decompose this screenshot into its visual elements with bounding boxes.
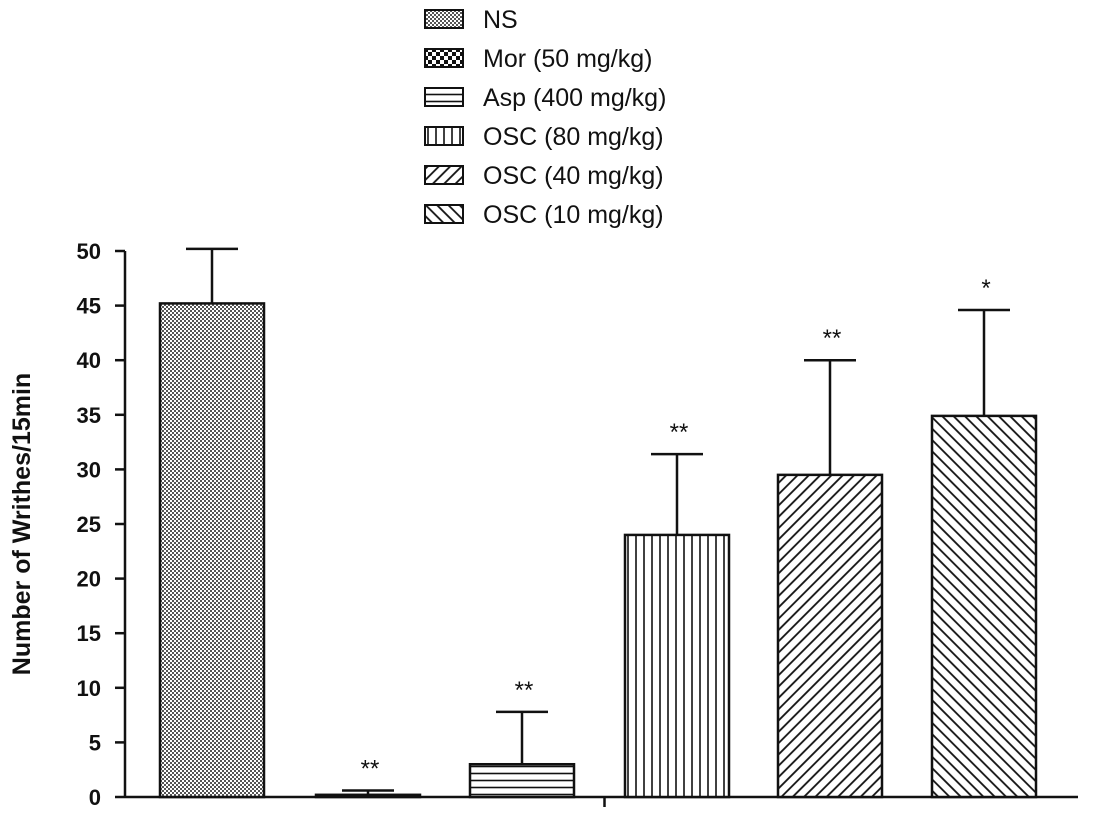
y-axis: 0 5 10 15 20 25 30 35 40 45 50: [77, 239, 127, 810]
bars: [158, 302, 1038, 799]
significance-markers: *********: [361, 275, 991, 782]
y-tick-label: 20: [77, 567, 101, 592]
legend: NS Mor (50 mg/kg) Asp (400 mg/kg) OSC (80 m…: [424, 6, 666, 229]
significance-label-1: **: [361, 755, 380, 782]
legend-swatch-3: [424, 126, 464, 146]
significance-label-2: **: [515, 677, 534, 704]
bar-3: [623, 533, 731, 799]
legend-swatch-5: [424, 204, 464, 224]
significance-label-3: **: [670, 419, 689, 446]
legend-swatch-0: [424, 9, 464, 29]
y-tick-label: 30: [77, 457, 101, 482]
legend-swatch-4: [424, 165, 464, 185]
y-tick-label: 40: [77, 348, 101, 373]
significance-label-4: **: [823, 325, 842, 352]
y-tick-label: 0: [89, 785, 101, 810]
legend-label-2: Asp (400 mg/kg): [483, 84, 666, 112]
bar-2: [468, 762, 576, 799]
x-axis: [125, 795, 1078, 807]
y-tick-label: 5: [89, 730, 101, 755]
y-tick-label: 45: [77, 294, 101, 319]
legend-label-1: Mor (50 mg/kg): [483, 45, 652, 73]
legend-swatch-2: [424, 87, 464, 107]
legend-label-4: OSC (40 mg/kg): [483, 162, 664, 190]
legend-label-0: NS: [483, 6, 518, 34]
y-tick-label: 10: [77, 676, 101, 701]
legend-label-5: OSC (10 mg/kg): [483, 201, 664, 229]
y-tick-label: 25: [77, 512, 101, 537]
significance-label-5: *: [981, 275, 990, 302]
y-tick-label: 15: [77, 621, 101, 646]
bar-5: [930, 414, 1038, 799]
bar-4: [776, 473, 884, 799]
bar-0: [158, 302, 266, 799]
error-bars: [186, 247, 1010, 795]
y-axis-label: Number of Writhes/15min: [8, 373, 36, 675]
bar-1: [314, 793, 422, 799]
y-tick-label: 35: [77, 403, 101, 428]
legend-swatch-1: [424, 48, 464, 68]
y-tick-label: 50: [77, 239, 101, 264]
legend-label-3: OSC (80 mg/kg): [483, 123, 664, 151]
